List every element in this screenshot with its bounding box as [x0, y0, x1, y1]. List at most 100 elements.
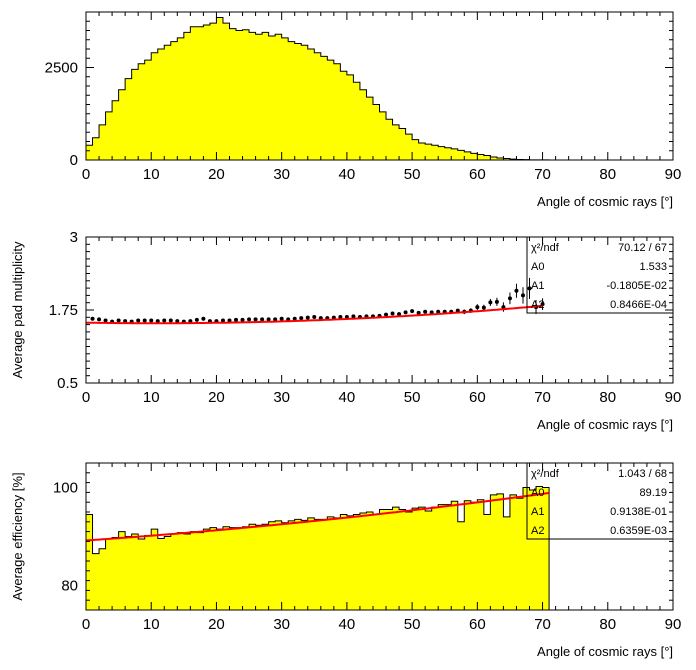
- histogram-bin-66: [516, 498, 523, 610]
- data-point-66: [514, 288, 519, 293]
- fit-curve: [86, 304, 543, 325]
- histogram-bin-33: [301, 520, 308, 610]
- histogram-bin-64: [503, 517, 510, 610]
- histogram-bin-21: [223, 527, 230, 610]
- histogram-bin-4: [112, 537, 119, 610]
- histogram-bin-41: [353, 82, 360, 160]
- x-tick-label: 60: [469, 166, 486, 183]
- histogram-bin-43: [366, 512, 373, 610]
- data-point-63: [494, 299, 499, 304]
- histogram-bin-15: [184, 32, 191, 160]
- histogram-bin-9: [145, 536, 152, 610]
- data-point-13: [168, 318, 173, 323]
- histogram-bin-16: [190, 27, 197, 160]
- histogram-bin-13: [171, 42, 178, 160]
- histogram-bin-17: [197, 27, 204, 160]
- histogram-bin-23: [236, 31, 243, 161]
- histogram-fill: [86, 486, 550, 610]
- pad-multiplicity-panel: 0 10 20 30 40 50 60 70 80 90 Angle of cosmic rays …: [10, 229, 681, 432]
- histogram-bin-33: [301, 45, 308, 160]
- histogram-bin-20: [216, 18, 223, 160]
- x-axis: 0 10 20 30 40 50 60 70 80 90 Angle of cosmic rays …: [82, 237, 682, 432]
- histogram-bin-36: [321, 519, 328, 610]
- histogram-bin-14: [177, 533, 184, 610]
- data-point-5: [116, 318, 121, 323]
- histogram-bin-26: [256, 34, 263, 160]
- histogram-bin-35: [314, 53, 321, 160]
- histogram-bin-60: [477, 500, 484, 610]
- x-tick-label: 90: [665, 616, 682, 633]
- histogram-bin-23: [236, 528, 243, 610]
- histogram-bin-0: [86, 145, 93, 160]
- x-tick-label: 20: [208, 389, 225, 406]
- histogram-bin-14: [177, 38, 184, 160]
- x-tick-label: 60: [469, 389, 486, 406]
- y-axis: 80 100 Average efficiency [%]: [10, 462, 673, 611]
- histogram-bin-51: [419, 507, 426, 610]
- histogram-bin-3: [106, 112, 113, 160]
- histogram-bin-43: [366, 97, 373, 160]
- histogram-bin-6: [125, 79, 132, 160]
- histogram-bin-10: [151, 53, 158, 160]
- histogram-bin-30: [282, 523, 289, 610]
- histogram-bin-4: [112, 101, 119, 160]
- data-point-32: [292, 316, 297, 321]
- y-axis: 0 2500: [45, 11, 673, 169]
- stats-value: 1.043 / 68: [618, 468, 667, 480]
- data-point-29: [273, 317, 278, 322]
- histogram-bin-28: [269, 36, 276, 160]
- stats-name: A1: [531, 506, 544, 518]
- data-point-3: [103, 318, 108, 323]
- y-tick-label: 0.5: [57, 375, 78, 392]
- x-tick-label: 50: [404, 616, 421, 633]
- x-tick-label: 10: [143, 389, 160, 406]
- histogram-bin-58: [464, 152, 471, 160]
- data-point-64: [501, 305, 506, 310]
- histogram-bin-16: [190, 532, 197, 610]
- x-tick-label: 0: [82, 389, 90, 406]
- histogram-bin-6: [125, 537, 132, 611]
- data-point-14: [175, 319, 180, 324]
- histogram-bin-24: [243, 30, 250, 160]
- x-tick-label: 10: [143, 616, 160, 633]
- histogram-bin-44: [373, 105, 380, 161]
- histogram-bin-55: [445, 505, 452, 610]
- data-point-10: [149, 318, 154, 323]
- histogram-bin-49: [406, 134, 413, 160]
- data-point-50: [410, 309, 415, 314]
- x-tick-label: 90: [665, 166, 682, 183]
- fit-curve: [85, 492, 550, 542]
- histogram-bin-8: [138, 64, 145, 160]
- data-point-18: [201, 316, 206, 321]
- x-tick-label: 10: [143, 166, 160, 183]
- histogram-bin-7: [132, 534, 139, 610]
- histogram-bin-55: [445, 148, 452, 160]
- x-tick-label: 90: [665, 389, 682, 406]
- data-point-68: [527, 286, 532, 291]
- data-point-6: [123, 319, 128, 324]
- histogram-bin-28: [269, 522, 276, 610]
- histogram-bin-48: [399, 129, 406, 160]
- y-axis-label: Average efficiency [%]: [10, 472, 25, 600]
- histogram-bin-32: [295, 519, 302, 610]
- x-tick-label: 70: [534, 616, 551, 633]
- histogram-bin-15: [184, 534, 191, 610]
- stats-value: 1.533: [639, 261, 667, 273]
- histogram-bin-8: [138, 539, 145, 610]
- y-tick-label: 1.75: [49, 302, 78, 319]
- x-axis-label: Angle of cosmic rays [°]: [537, 417, 673, 432]
- x-tick-label: 80: [599, 616, 616, 633]
- histogram-bin-22: [229, 29, 236, 160]
- histogram-bin-40: [347, 516, 354, 610]
- histogram-bin-10: [151, 529, 158, 610]
- stats-name: A0: [531, 487, 544, 499]
- stats-name: χ²/ndf: [531, 242, 560, 254]
- x-tick-label: 60: [469, 616, 486, 633]
- x-tick-label: 40: [339, 616, 356, 633]
- histogram-bin-63: [497, 494, 504, 610]
- histogram-bin-11: [158, 49, 165, 160]
- histogram-bin-59: [471, 153, 478, 160]
- histogram-bin-7: [132, 69, 139, 160]
- stats-box: χ²/ndf 70.12 / 67 A0 1.533 A1 -0.1805E-02 A2 0.…: [526, 236, 674, 314]
- data-point-52: [423, 309, 428, 314]
